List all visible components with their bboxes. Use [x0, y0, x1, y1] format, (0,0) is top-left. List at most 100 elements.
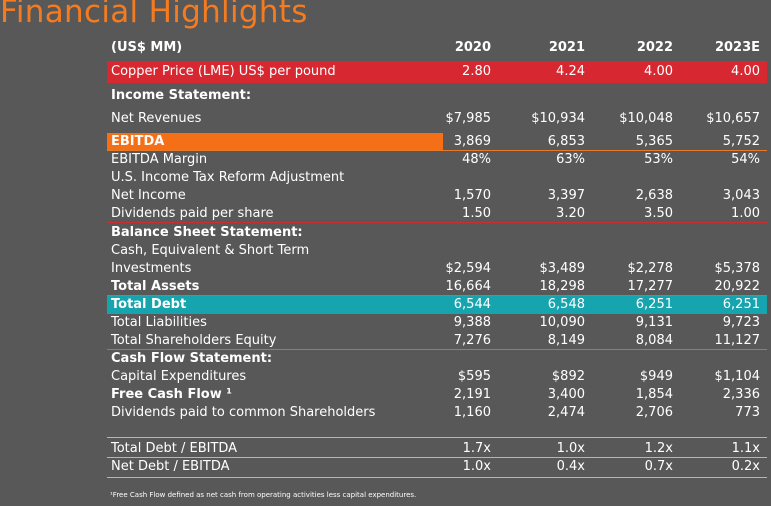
- cash-label-row: Cash, Equivalent & Short Term: [107, 242, 767, 260]
- row-value: $2,278: [627, 261, 674, 276]
- row-value: 2,638: [635, 188, 673, 203]
- tax-reform-row: U.S. Income Tax Reform Adjustment: [107, 169, 767, 187]
- row-label: Copper Price (LME) US$ per pound: [111, 64, 336, 79]
- row-value: 1.2x: [644, 441, 673, 456]
- row-value: $2,594: [445, 261, 492, 276]
- row-divider: [107, 457, 767, 458]
- row-value: 10,090: [539, 315, 586, 330]
- row-value: 6,544: [453, 297, 491, 312]
- row-value: $3,489: [539, 261, 586, 276]
- row-value: $10,657: [706, 111, 760, 126]
- row-value: 17,277: [627, 279, 674, 294]
- section-divider: [107, 437, 767, 438]
- row-value: 2,706: [635, 405, 673, 420]
- row-value: 4.24: [556, 64, 585, 79]
- row-value: 1.0x: [556, 441, 585, 456]
- row-value: $5,378: [714, 261, 761, 276]
- row-value: 3.50: [644, 206, 673, 221]
- row-value: 48%: [462, 152, 491, 167]
- table-header-row: (US$ MM) 2020 2021 2022 2023E: [107, 39, 767, 57]
- total-assets-row: Total Assets 16,664 18,298 17,277 20,922: [107, 278, 767, 296]
- row-value: 16,664: [445, 279, 492, 294]
- year-2020: 2020: [454, 40, 491, 55]
- row-value: 2,336: [722, 387, 760, 402]
- row-value: 2.80: [462, 64, 491, 79]
- year-2022: 2022: [636, 40, 673, 55]
- section-heading: Income Statement:: [111, 88, 252, 103]
- row-label: Capital Expenditures: [111, 369, 247, 384]
- row-label: Investments: [111, 261, 192, 276]
- net-income-row: Net Income 1,570 3,397 2,638 3,043: [107, 187, 767, 205]
- ebitda-band: [107, 133, 443, 151]
- section-heading: Cash Flow Statement:: [111, 351, 273, 366]
- row-value: 1,570: [453, 188, 491, 203]
- row-label: U.S. Income Tax Reform Adjustment: [111, 170, 345, 185]
- dividends-per-share-row: Dividends paid per share 1.50 3.20 3.50 …: [107, 205, 767, 223]
- row-value: 1.0x: [462, 459, 491, 474]
- free-cash-flow-row: Free Cash Flow ¹ 2,191 3,400 1,854 2,336: [107, 386, 767, 404]
- row-value: $7,985: [445, 111, 492, 126]
- total-debt-row: Total Debt 6,544 6,548 6,251 6,251: [107, 296, 767, 314]
- row-value: 1,160: [453, 405, 491, 420]
- row-value: 54%: [731, 152, 760, 167]
- ebitda-margin-row: EBITDA Margin 48% 63% 53% 54%: [107, 151, 767, 169]
- year-2023e: 2023E: [714, 40, 760, 55]
- net-revenues-row: Net Revenues $7,985 $10,934 $10,048 $10,…: [107, 110, 767, 128]
- row-label: Net Income: [111, 188, 186, 203]
- row-value: $949: [639, 369, 673, 384]
- row-value: 9,723: [722, 315, 760, 330]
- row-value: 0.2x: [731, 459, 760, 474]
- copper-price-row: Copper Price (LME) US$ per pound 2.80 4.…: [107, 61, 767, 83]
- row-value: 2,474: [547, 405, 585, 420]
- row-label: Dividends paid to common Shareholders: [111, 405, 376, 420]
- row-label: EBITDA: [111, 134, 165, 149]
- row-label: Total Shareholders Equity: [111, 333, 277, 348]
- row-value: 4.00: [644, 64, 673, 79]
- row-label: Total Liabilities: [111, 315, 207, 330]
- row-value: 0.7x: [644, 459, 673, 474]
- page-title: Financial Highlights: [0, 0, 308, 30]
- row-label: Total Debt / EBITDA: [111, 441, 238, 456]
- row-value: 53%: [644, 152, 673, 167]
- row-value: 0.4x: [556, 459, 585, 474]
- row-label: Total Debt: [111, 297, 187, 312]
- row-value: 6,251: [635, 297, 673, 312]
- row-value: 6,251: [722, 297, 760, 312]
- total-liabilities-row: Total Liabilities 9,388 10,090 9,131 9,7…: [107, 314, 767, 332]
- table-bottom-rule: [107, 477, 767, 478]
- row-label: Dividends paid per share: [111, 206, 274, 221]
- row-value: 3,043: [722, 188, 760, 203]
- row-value: $10,048: [619, 111, 673, 126]
- row-value: 2,191: [453, 387, 491, 402]
- row-value: 1.50: [462, 206, 491, 221]
- cash-flow-heading: Cash Flow Statement:: [107, 350, 767, 368]
- shareholders-equity-row: Total Shareholders Equity 7,276 8,149 8,…: [107, 332, 767, 350]
- row-value: 9,131: [635, 315, 673, 330]
- debt-ebitda-row: Total Debt / EBITDA 1.7x 1.0x 1.2x 1.1x: [107, 440, 767, 458]
- row-value: $1,104: [714, 369, 761, 384]
- row-value: $595: [457, 369, 491, 384]
- capex-row: Capital Expenditures $595 $892 $949 $1,1…: [107, 368, 767, 386]
- row-value: 9,388: [453, 315, 491, 330]
- row-value: 4.00: [731, 64, 760, 79]
- row-value: 3,400: [547, 387, 585, 402]
- row-label: Net Revenues: [111, 111, 202, 126]
- row-label: Net Debt / EBITDA: [111, 459, 230, 474]
- row-value: 6,853: [547, 134, 585, 149]
- row-value: 8,149: [547, 333, 585, 348]
- balance-sheet-heading: Balance Sheet Statement:: [107, 224, 767, 242]
- row-value: 11,127: [714, 333, 761, 348]
- row-value: 63%: [556, 152, 585, 167]
- row-value: 1,854: [635, 387, 673, 402]
- row-value: 1.00: [731, 206, 760, 221]
- row-label: EBITDA Margin: [111, 152, 208, 167]
- row-value: 3,869: [453, 134, 491, 149]
- investments-row: Investments $2,594 $3,489 $2,278 $5,378: [107, 260, 767, 278]
- row-label: Cash, Equivalent & Short Term: [111, 243, 310, 258]
- row-value: 20,922: [714, 279, 761, 294]
- section-heading: Balance Sheet Statement:: [111, 225, 303, 240]
- row-value: 6,548: [547, 297, 585, 312]
- row-value: 8,084: [635, 333, 673, 348]
- ebitda-row: EBITDA 3,869 6,853 5,365 5,752: [107, 133, 767, 151]
- dividends-common-row: Dividends paid to common Shareholders 1,…: [107, 404, 767, 422]
